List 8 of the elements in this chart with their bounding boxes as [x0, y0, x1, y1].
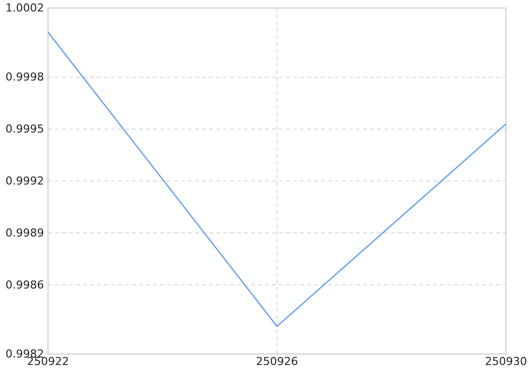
x-tick-label: 250926: [256, 354, 298, 368]
y-tick-label: 0.9992: [6, 174, 44, 188]
y-tick-label: 0.9989: [6, 226, 44, 240]
x-tick-label: 250930: [485, 354, 527, 368]
y-tick-label: 0.9995: [6, 122, 44, 136]
y-tick-label: 0.9998: [6, 70, 44, 84]
y-tick-label: 0.9986: [6, 278, 44, 292]
y-tick-label: 1.0002: [6, 2, 44, 15]
